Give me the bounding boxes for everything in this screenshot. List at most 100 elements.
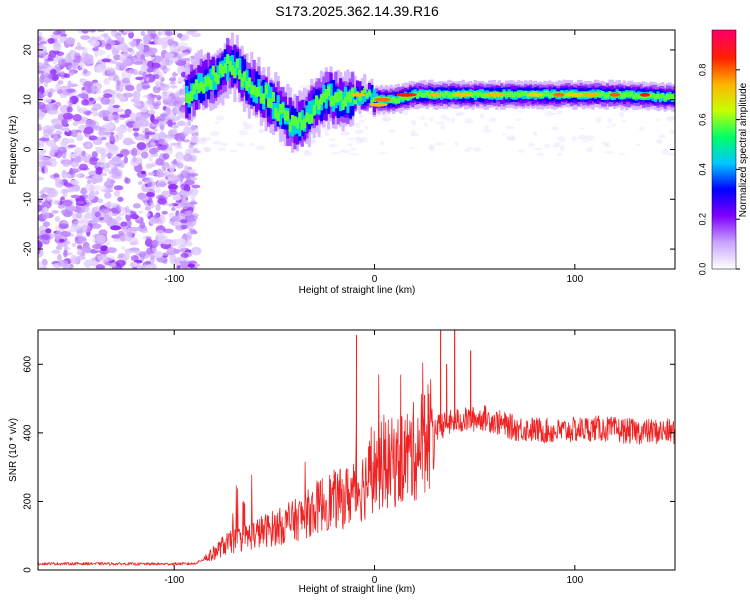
heatmap-cell: [180, 183, 189, 191]
heatmap-cell: [122, 59, 131, 64]
heatmap-cell: [121, 246, 126, 251]
heatmap-cell: [67, 80, 72, 89]
heatmap-cell: [113, 185, 124, 191]
heatmap-cell: [180, 224, 188, 230]
heatmap-cell: [363, 88, 367, 94]
heatmap-cell: [38, 204, 43, 212]
heatmap-cell: [197, 72, 201, 90]
heatmap-cell: [295, 118, 300, 129]
y-tick-label: -10: [23, 192, 34, 207]
heatmap-cell: [83, 155, 89, 164]
heatmap-cell: [133, 250, 145, 255]
colorbar-step: [712, 117, 736, 121]
colorbar-step: [712, 139, 736, 143]
heatmap-cell: [557, 136, 566, 143]
heatmap-cell: [152, 119, 159, 125]
heatmap-cell: [180, 260, 190, 269]
heatmap-cell: [507, 137, 516, 141]
heatmap-cell: [365, 93, 369, 99]
colorbar-step: [712, 145, 736, 149]
heatmap-cell: [197, 83, 201, 94]
heatmap-cell: [77, 93, 83, 97]
heatmap-cell: [544, 110, 553, 117]
heatmap-cell: [60, 230, 71, 238]
heatmap-cell: [68, 99, 73, 107]
heatmap-cell: [78, 163, 89, 171]
heatmap-cell: [136, 83, 143, 92]
heatmap-cell: [108, 149, 115, 154]
heatmap-cell: [132, 127, 140, 132]
heatmap-cell: [38, 126, 42, 131]
heatmap-cell: [202, 137, 208, 142]
heatmap-cell: [83, 260, 91, 266]
colorbar-step: [712, 239, 736, 242]
colorbar-step: [712, 47, 736, 51]
snr-y-ticks: 0 200 400 600: [23, 356, 675, 573]
heatmap-cell: [278, 108, 283, 126]
heatmap-cell: [50, 124, 56, 132]
heatmap-cell: [64, 173, 72, 180]
colorbar-step: [712, 99, 736, 103]
heatmap-cell: [606, 125, 611, 128]
heatmap-cell: [658, 93, 662, 99]
heatmap-cell: [211, 65, 215, 76]
colorbar-step: [712, 229, 736, 232]
heatmap-cell: [183, 126, 192, 135]
heatmap-cell: [354, 122, 361, 129]
heatmap-cell: [150, 137, 161, 141]
colorbar-step: [712, 259, 736, 262]
heatmap-cell: [66, 88, 76, 93]
heatmap-cell: [94, 190, 100, 196]
heatmap-cell: [327, 89, 331, 114]
heatmap-cell: [144, 206, 152, 211]
heatmap-cell: [107, 216, 113, 223]
heatmap-cell: [324, 130, 330, 137]
heatmap-cell: [121, 77, 131, 84]
heatmap-cell: [177, 212, 186, 221]
heatmap-cell: [112, 104, 120, 109]
heatmap-cell: [77, 30, 83, 34]
colorbar-step: [712, 91, 736, 95]
heatmap-cell: [559, 145, 565, 151]
heatmap-cell: [189, 201, 198, 205]
heatmap-cell: [55, 124, 63, 130]
colorbar-step: [712, 79, 736, 83]
heatmap-cell: [190, 91, 194, 102]
heatmap-cell: [49, 68, 57, 75]
heatmap-cell: [473, 91, 477, 97]
colorbar-step: [712, 193, 736, 196]
heatmap-cell: [179, 219, 188, 224]
heatmap-cell: [192, 84, 196, 95]
colorbar-step: [712, 121, 736, 125]
heatmap-cell: [661, 92, 665, 98]
heatmap-cell: [124, 84, 135, 92]
heatmap-cell: [410, 119, 417, 126]
heatmap-cell: [140, 265, 146, 269]
heatmap-cell: [129, 227, 140, 232]
colorbar-step: [712, 241, 736, 244]
heatmap-cell: [331, 79, 336, 105]
heatmap-cell: [190, 135, 199, 144]
heatmap-cell: [128, 31, 135, 39]
heatmap-cell: [54, 177, 62, 183]
heatmap-cell: [528, 142, 535, 147]
heatmap-cell: [266, 97, 271, 108]
heatmap-cell: [145, 236, 152, 240]
heatmap-cell: [133, 61, 143, 65]
heatmap-cell: [91, 174, 103, 179]
colorbar-step: [712, 105, 736, 109]
heatmap-cell: [43, 64, 54, 71]
heatmap-cell: [634, 92, 638, 98]
heatmap-cell: [245, 80, 249, 91]
heatmap-cell: [262, 79, 266, 104]
heatmap-cell: [163, 161, 170, 168]
heatmap-cell: [132, 203, 141, 209]
heatmap-cell: [618, 111, 625, 118]
colorbar-step: [712, 111, 736, 115]
heatmap-cell: [402, 110, 409, 116]
heatmap-cell: [42, 210, 50, 220]
colorbar-step: [712, 49, 736, 53]
heatmap-cell: [639, 92, 651, 97]
colorbar-step: [712, 89, 736, 93]
heatmap-cell: [353, 99, 357, 105]
